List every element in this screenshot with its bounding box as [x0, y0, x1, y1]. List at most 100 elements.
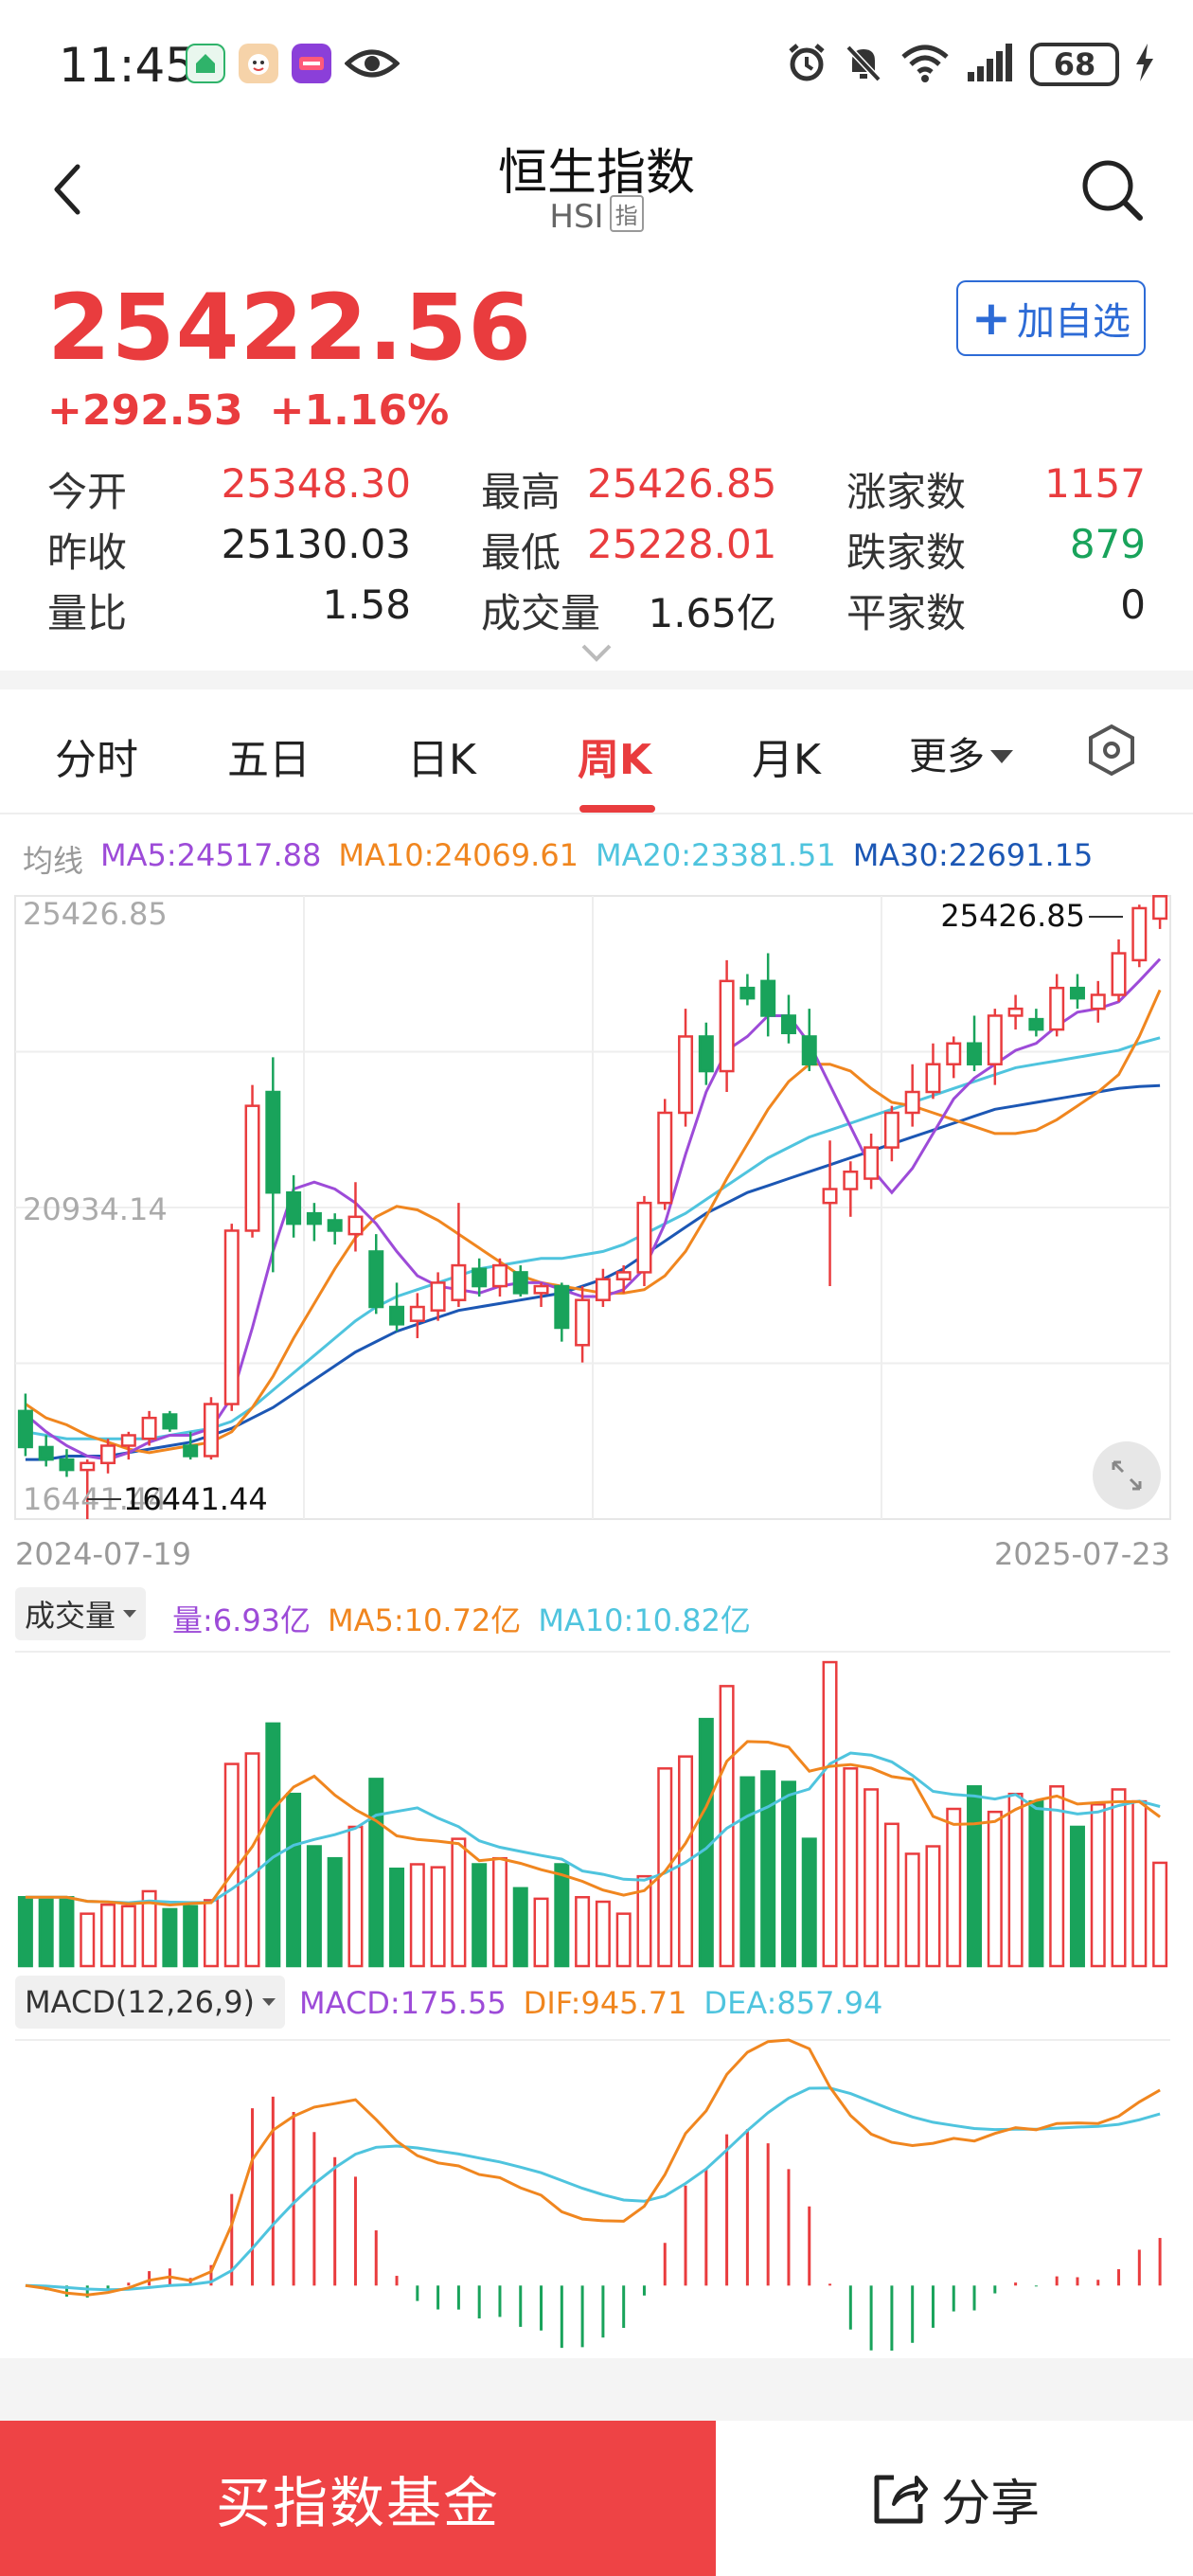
volume-bar-up: [1007, 1792, 1024, 1968]
ma5-value: MA5:24517.88: [100, 837, 322, 873]
y-axis-mid-label: 20934.14: [23, 1191, 168, 1227]
volume-legend: 量:6.93亿 MA5:10.72亿 MA10:10.82亿: [172, 1597, 751, 1640]
candle-up: [1090, 993, 1106, 1011]
candle: [1069, 974, 1085, 1010]
candle-up: [657, 1111, 673, 1205]
stat-label: 最高: [481, 469, 561, 515]
candle: [1007, 994, 1024, 1030]
candle-up: [987, 1014, 1003, 1065]
volume-bar-down: [265, 1722, 281, 1968]
y-axis-top-label: 25426.85: [23, 896, 168, 932]
volume-value: 量:6.93亿: [172, 1602, 312, 1638]
ma30-value: MA30:22691.15: [852, 837, 1094, 873]
stat-down: 跌家数: [846, 521, 966, 579]
section-divider: [0, 671, 1193, 689]
candle: [801, 1009, 817, 1072]
candle-up: [430, 1281, 446, 1312]
candle-down: [698, 1035, 714, 1073]
macd-selector-label: MACD(12,26,9): [25, 1984, 256, 2020]
candle: [883, 1105, 899, 1162]
candle-down: [368, 1250, 384, 1309]
candle: [904, 1064, 920, 1127]
macd-value: MACD:175.55: [299, 1985, 507, 2021]
candle-up: [100, 1444, 116, 1465]
status-indicators: 68: [786, 42, 1155, 87]
volume-bar-down: [306, 1845, 322, 1968]
volume-bar-down: [1069, 1825, 1085, 1968]
volume-bar-up: [575, 1896, 591, 1968]
tab-five-day[interactable]: 五日: [227, 736, 311, 784]
candle: [698, 1022, 714, 1085]
candle-down: [265, 1090, 281, 1194]
volume-bar-up: [719, 1685, 735, 1968]
tab-weekly-k[interactable]: 周K: [578, 736, 652, 784]
macd-indicator-selector[interactable]: MACD(12,26,9): [15, 1976, 286, 2029]
volume-ma-lines: [25, 1740, 1161, 1907]
home-app-icon: [186, 44, 225, 83]
max-price-callout: 25426.85: [940, 898, 1085, 934]
candle-down: [17, 1409, 33, 1449]
share-icon: [874, 2475, 928, 2524]
mute-bell-icon: [843, 42, 884, 87]
buy-index-fund-button[interactable]: 买指数基金: [0, 2421, 716, 2576]
macd-chart[interactable]: [0, 2032, 1193, 2358]
share-button[interactable]: 分享: [716, 2421, 1193, 2576]
candle: [946, 1036, 962, 1079]
volume-bar-down: [286, 1792, 302, 1968]
volume-bar-down: [801, 1837, 817, 1968]
tab-daily-k[interactable]: 日K: [407, 736, 476, 784]
add-to-watchlist-button[interactable]: + 加自选: [956, 280, 1146, 356]
candle: [286, 1174, 302, 1238]
tab-more[interactable]: 更多: [909, 725, 1013, 780]
stat-label: 平家数: [846, 590, 967, 636]
candle: [1028, 1009, 1044, 1037]
macd-histogram: [15, 2039, 1170, 2351]
candle-up: [141, 1416, 157, 1440]
volume-indicator-selector[interactable]: 成交量: [15, 1587, 147, 1640]
back-button[interactable]: [42, 161, 98, 218]
fullscreen-button[interactable]: [1093, 1441, 1161, 1510]
candle: [162, 1410, 178, 1432]
price-change-row: +292.53 +1.16%: [47, 386, 449, 435]
candle: [1131, 904, 1148, 968]
candle-up: [223, 1229, 240, 1405]
chart-settings-button[interactable]: [1087, 724, 1136, 777]
volume-bar-up: [595, 1900, 611, 1968]
volume-chart[interactable]: [0, 1644, 1193, 1972]
volume-bars: [15, 1651, 1170, 1968]
search-button[interactable]: [1079, 157, 1146, 224]
candle: [615, 1265, 632, 1294]
index-code: HSI: [549, 198, 604, 236]
candle: [244, 1084, 260, 1238]
volume-bar-down: [183, 1905, 199, 1968]
candle: [203, 1397, 219, 1460]
x-axis-start-date: 2024-07-19: [15, 1536, 191, 1572]
candle: [183, 1431, 199, 1460]
candle: [141, 1410, 157, 1446]
stat-low: 最低: [481, 521, 561, 579]
volume-bar-down: [554, 1863, 570, 1968]
candle-up: [203, 1403, 219, 1458]
hexagon-settings-icon: [1089, 724, 1134, 777]
volume-bar-up: [1131, 1799, 1148, 1968]
search-icon: [1082, 160, 1143, 221]
volume-bar-up: [223, 1762, 240, 1968]
macd-lines: [25, 2038, 1161, 2297]
volume-bar-up: [80, 1912, 96, 1968]
candle-up: [409, 1305, 425, 1322]
candle: [987, 1009, 1003, 1085]
tab-intraday[interactable]: 分时: [55, 736, 138, 784]
candlestick-chart[interactable]: 25426.85 20934.14 16441.44 25426.85 1644…: [0, 890, 1193, 1525]
candle-down: [38, 1445, 54, 1461]
candle-up: [946, 1042, 962, 1065]
ma20-value: MA20:23381.51: [596, 837, 836, 873]
candle-down: [780, 1014, 796, 1035]
expand-stats-button[interactable]: [579, 640, 614, 665]
candle: [120, 1431, 136, 1460]
volume-bar-up: [822, 1660, 838, 1968]
stat-up: 涨家数: [846, 460, 966, 518]
candle-down: [967, 1042, 983, 1065]
candle-up: [1152, 895, 1168, 921]
candle: [657, 1099, 673, 1210]
tab-monthly-k[interactable]: 月K: [752, 736, 821, 784]
